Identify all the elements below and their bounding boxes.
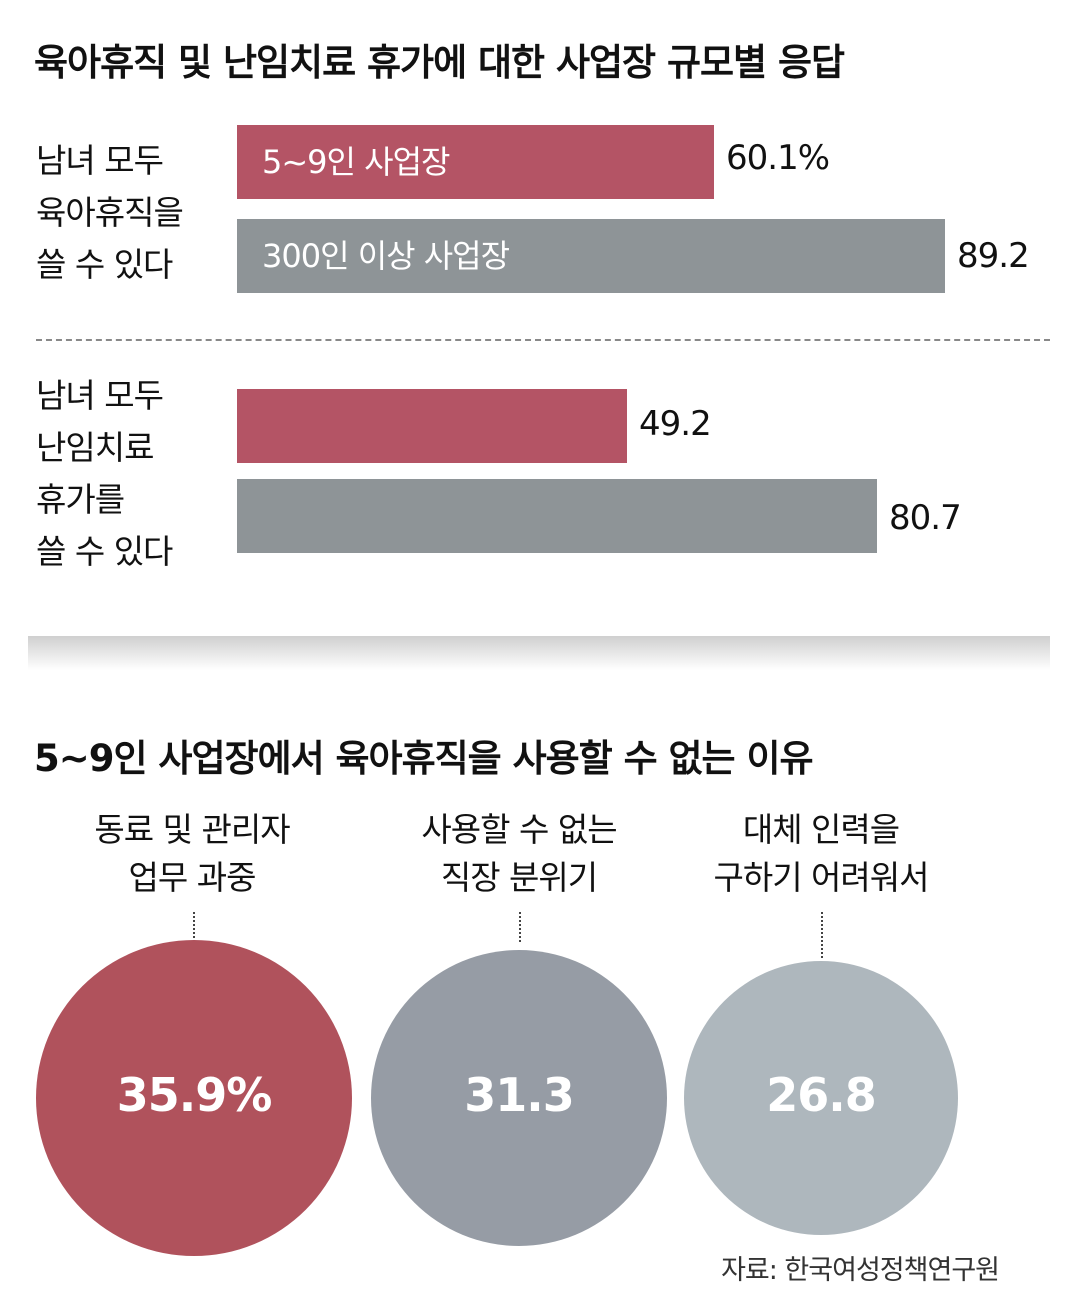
leader-line-workload [193,912,195,938]
leader-line-replacement [821,912,823,958]
bubble-replacement [684,961,958,1235]
group-label-line: 쓸 수 있다 [36,532,173,571]
leader-line-atmosphere [519,912,521,942]
bar-small-fertility-leave [237,389,627,463]
group-label-line: 남녀 모두 [36,376,164,415]
group-label-line: 쓸 수 있다 [36,245,173,284]
bar-large-fertility-leave [237,479,877,553]
group-label-line: 휴가를 [36,480,125,519]
section-separator-band [28,636,1050,670]
value-label-small-fertility-leave: 49.2 [639,404,712,444]
reason-label-line: 사용할 수 없는 [421,810,617,849]
group-label-parental-leave: 남녀 모두 육아휴직을 쓸 수 있다 [36,135,184,291]
group-label-line: 육아휴직을 [36,193,184,232]
chart-title-bottom: 5~9인 사업장에서 육아휴직을 사용할 수 없는 이유 [34,737,814,780]
reason-label-line: 구하기 어려워서 [713,858,929,897]
dashed-divider [36,339,1050,341]
reason-label-workload: 동료 및 관리자 업무 과중 [27,806,357,902]
bubble-value-workload: 35.9% [116,1068,273,1122]
bar-small-parental-leave [237,125,714,199]
bubble-value-atmosphere: 31.3 [464,1068,575,1122]
reason-label-line: 업무 과중 [128,858,257,897]
bar-large-parental-leave [237,219,945,293]
bubble-workload [36,940,352,1256]
bubble-value-replacement: 26.8 [766,1068,877,1122]
bar-series-label-small: 5~9인 사업장 [262,143,450,181]
source-note: 자료: 한국여성정책연구원 [721,1255,1000,1286]
bubble-atmosphere [371,950,667,1246]
group-label-line: 난임치료 [36,428,154,467]
reason-label-line: 직장 분위기 [440,858,598,897]
chart-title-top: 육아휴직 및 난임치료 휴가에 대한 사업장 규모별 응답 [34,41,845,84]
group-label-fertility-leave: 남녀 모두 난임치료 휴가를 쓸 수 있다 [36,370,173,578]
value-label-small-parental-leave: 60.1% [726,138,830,178]
reason-label-line: 동료 및 관리자 [94,810,290,849]
reason-label-atmosphere: 사용할 수 없는 직장 분위기 [354,806,684,902]
reason-label-line: 대체 인력을 [742,810,900,849]
value-label-large-parental-leave: 89.2 [957,236,1030,276]
reason-label-replacement: 대체 인력을 구하기 어려워서 [656,806,986,902]
bar-series-label-large: 300인 이상 사업장 [262,237,510,275]
group-label-line: 남녀 모두 [36,141,164,180]
value-label-large-fertility-leave: 80.7 [889,498,962,538]
